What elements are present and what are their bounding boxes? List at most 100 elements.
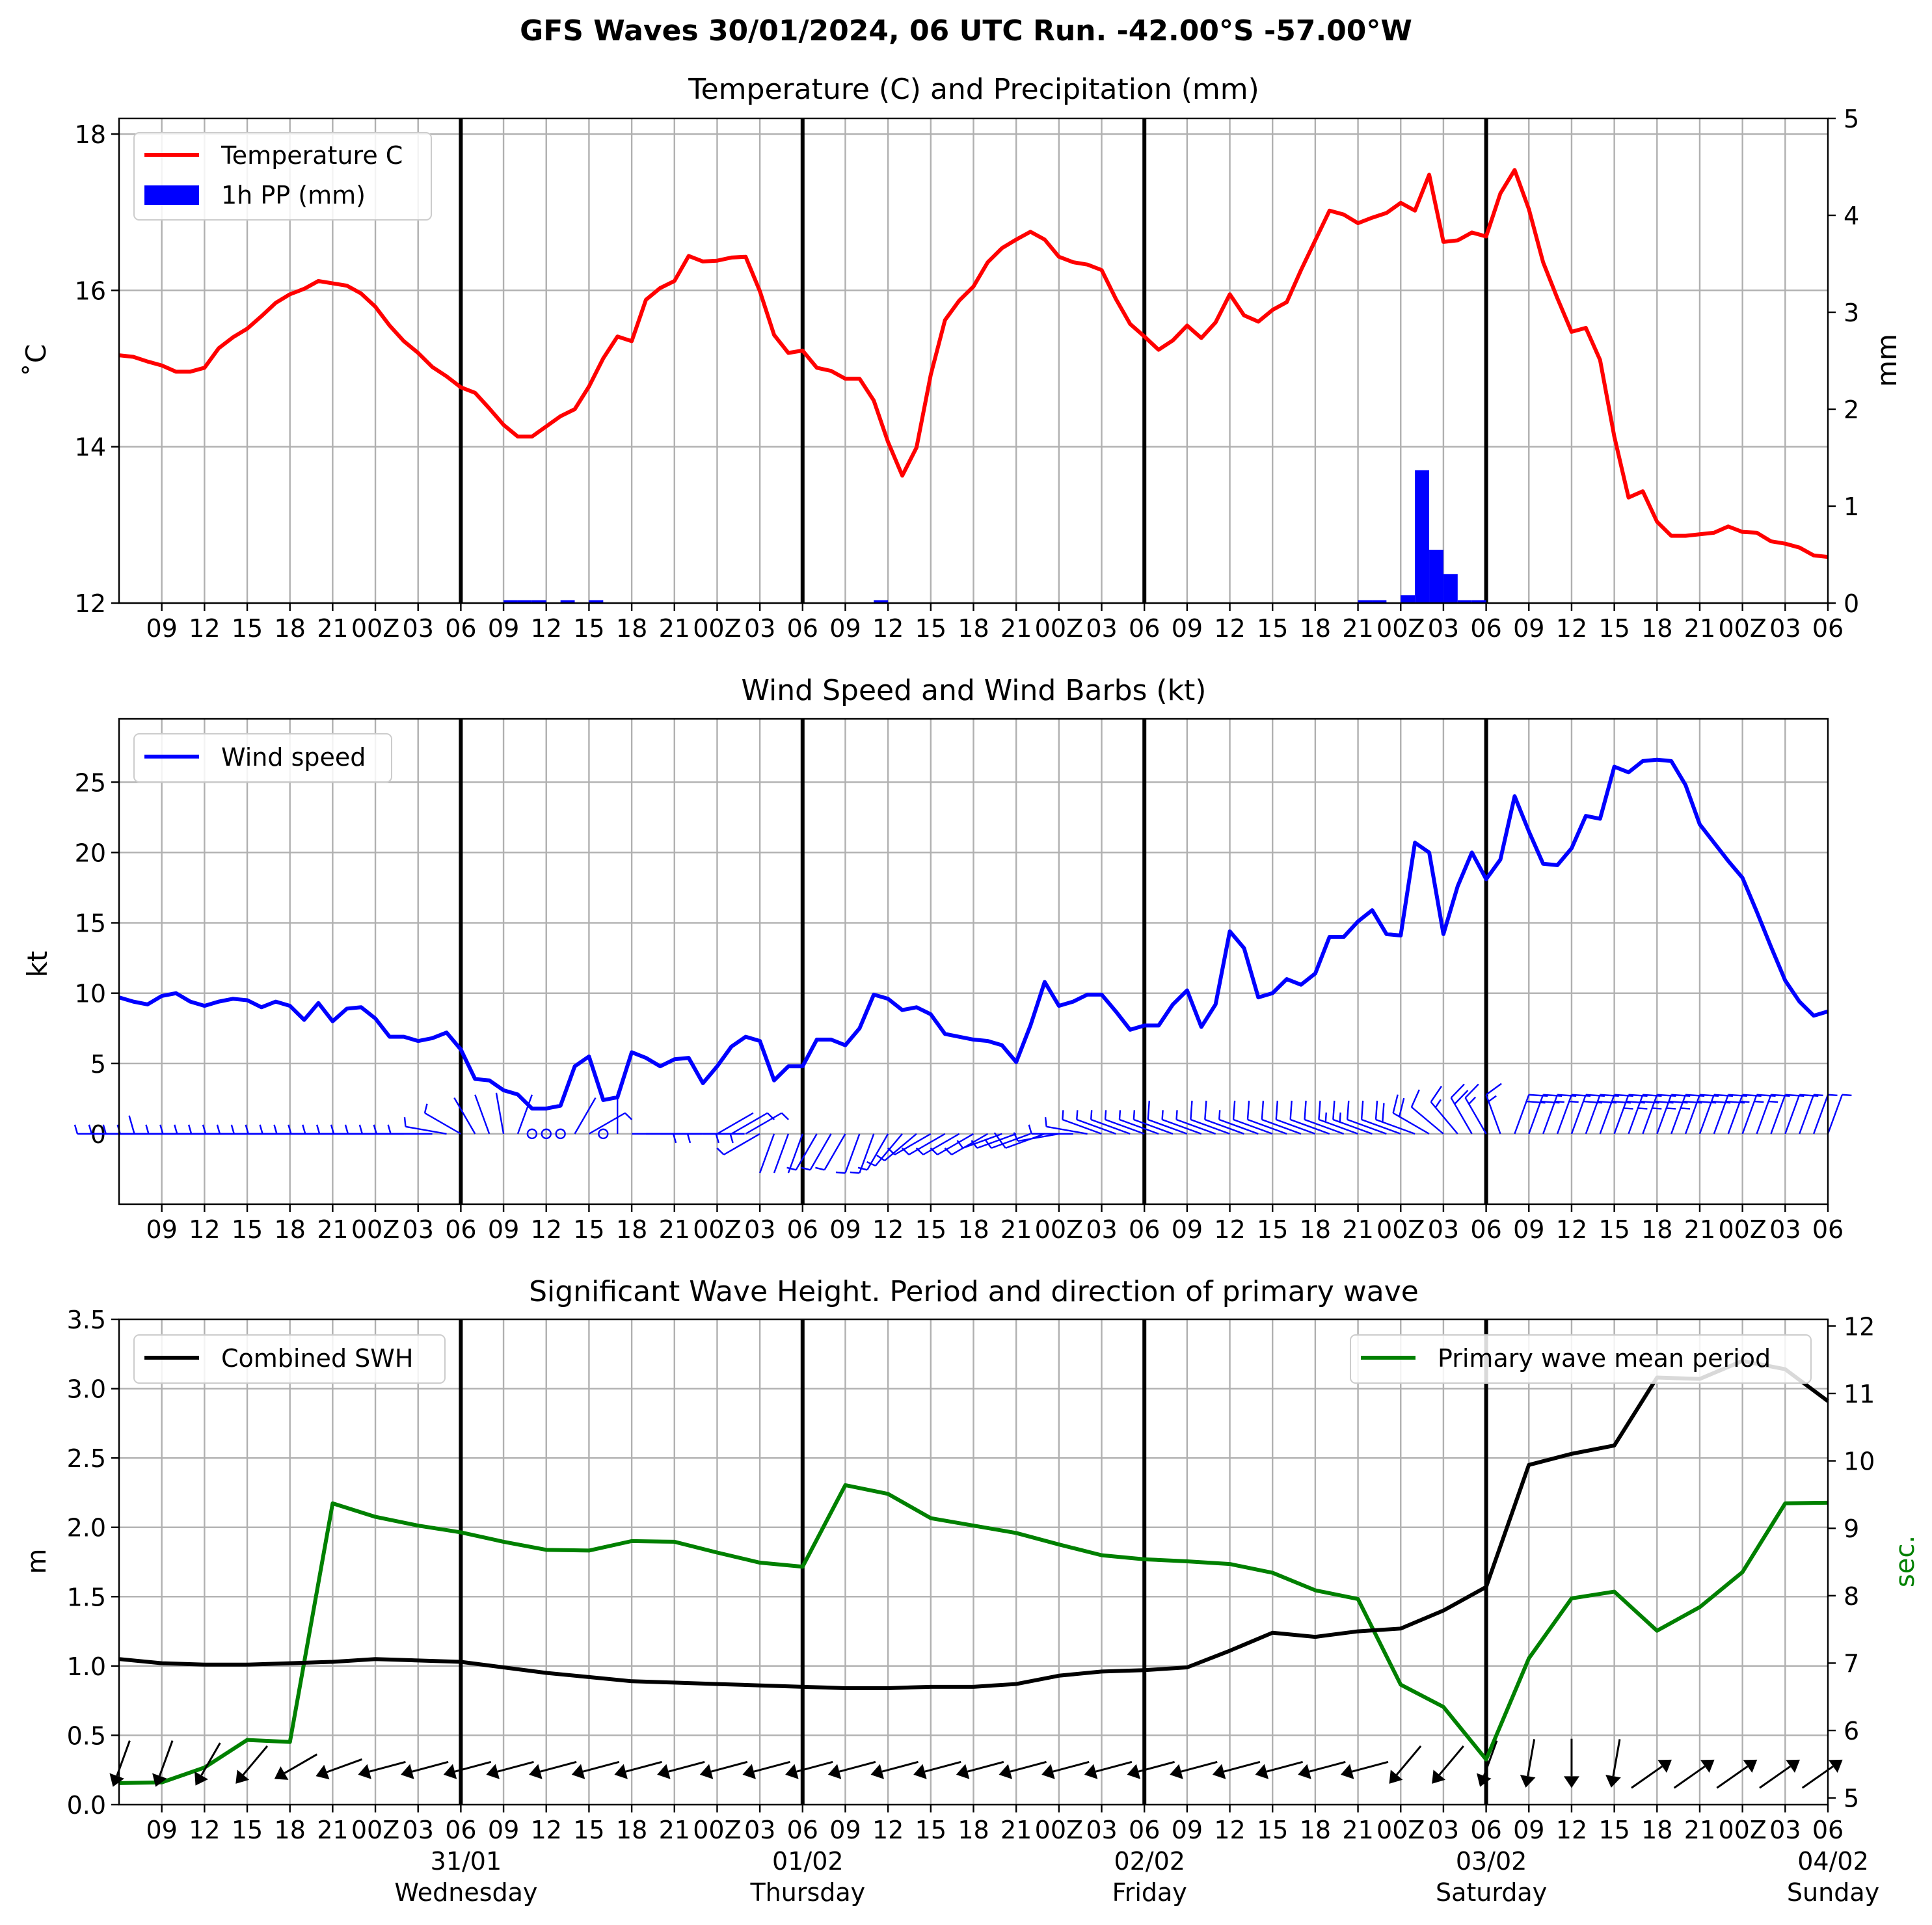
precip-bar <box>1358 600 1373 603</box>
y2-tick-label: 11 <box>1844 1380 1875 1408</box>
y-tick-label: 25 <box>75 768 106 797</box>
y2-tick-label: 1 <box>1844 492 1859 521</box>
wind-barb <box>1276 1118 1316 1135</box>
wind-barb-flag <box>1540 1100 1560 1104</box>
x-tick-label: 21 <box>317 614 348 643</box>
wind-barb-flag <box>128 1115 135 1135</box>
wind-barb-half-flag <box>1814 1094 1823 1096</box>
x-tick-label: 06 <box>1129 1816 1160 1844</box>
precip-bar <box>1471 600 1486 603</box>
wave-direction-arrow <box>1438 1745 1464 1776</box>
wave-panel-title: Significant Wave Height. Period and dire… <box>529 1275 1419 1308</box>
wind-barb-half-flag <box>1569 1100 1579 1103</box>
wave-direction-arrow <box>242 1745 269 1776</box>
wave-direction-arrowhead <box>1127 1764 1141 1779</box>
wave-direction-arrowhead <box>1743 1759 1758 1773</box>
x-tick-label: 03 <box>403 1816 434 1844</box>
wind-barb-flag <box>1557 1094 1577 1097</box>
x-tick-label: 00Z <box>693 1816 741 1844</box>
wind-barb-flag <box>1450 1083 1465 1099</box>
wave-direction-arrow <box>796 1760 833 1773</box>
temp-frame <box>118 117 1829 604</box>
period-ylabel: sec. <box>1890 1535 1920 1587</box>
wind-barb <box>1046 1125 1088 1135</box>
x-tick-label: 21 <box>1000 1816 1032 1844</box>
wind-barb <box>1812 1094 1829 1135</box>
wave-frame <box>118 1318 1829 1806</box>
x-tick-label: 06 <box>787 1816 818 1844</box>
wind-barb-half-flag <box>815 1166 825 1171</box>
wind-barb-flag <box>1671 1094 1691 1097</box>
wave-direction-arrowhead <box>1255 1764 1269 1779</box>
legend-label-temperature: Temperature C <box>221 141 403 170</box>
y-tick-label: 1.5 <box>67 1583 106 1611</box>
wind-barb-flag <box>1190 1100 1193 1120</box>
x-tick-label: 00Z <box>1718 1816 1766 1844</box>
x-tick-label: 03 <box>403 1215 434 1244</box>
wave-direction-arrow <box>497 1760 534 1773</box>
wind-barb-flag <box>1289 1100 1293 1120</box>
wind-barb-half-flag <box>1680 1107 1691 1110</box>
temp-ylabel: ˚C <box>20 344 52 377</box>
wind-barb-half-flag <box>729 1133 734 1144</box>
wind-barb-flag <box>1583 1100 1603 1104</box>
precip-bar <box>560 600 575 603</box>
x-tick-label: 21 <box>1684 1215 1715 1244</box>
wind-barb-half-flag <box>866 1161 876 1167</box>
wind-barb <box>1290 1118 1330 1135</box>
wave-direction-arrowhead <box>1563 1776 1579 1788</box>
wind-barb-half-flag <box>1339 1112 1341 1122</box>
x-tick-label: 18 <box>958 1816 989 1844</box>
wind-barb <box>1017 1133 1060 1142</box>
wind-barb-flag <box>1756 1094 1776 1097</box>
wind-barb-calm <box>598 1128 609 1140</box>
x-tick-label: 18 <box>1641 1215 1672 1244</box>
wind-barb-flag <box>1585 1094 1605 1097</box>
legend-label-swh: Combined SWH <box>221 1344 413 1373</box>
wave-direction-arrow <box>412 1760 449 1773</box>
x-tick-label: 15 <box>573 614 604 643</box>
x-tick-label: 06 <box>445 614 476 643</box>
wave-direction-arrow <box>1181 1760 1218 1773</box>
wind-barb-half-flag <box>971 1140 978 1149</box>
weekday-label: Wednesday <box>394 1878 537 1907</box>
weekday-label: Sunday <box>1787 1878 1879 1907</box>
wave-direction-arrow <box>668 1760 705 1773</box>
x-tick-label: 09 <box>1513 1215 1544 1244</box>
x-tick-label: 09 <box>488 1215 519 1244</box>
wind-barb-half-flag <box>316 1124 321 1135</box>
date-label: 01/02 <box>772 1847 844 1876</box>
x-tick-label: 15 <box>232 1215 263 1244</box>
x-tick-label: 15 <box>915 1215 946 1244</box>
legend-label-period: Primary wave mean period <box>1438 1344 1771 1373</box>
legend-frame-swh <box>133 1334 446 1384</box>
y-tick-label: 3.0 <box>67 1375 106 1404</box>
wind-barb <box>1076 1118 1116 1135</box>
wind-barb <box>809 1133 832 1170</box>
wind-barb <box>588 1112 626 1135</box>
x-tick-label: 21 <box>1684 1816 1715 1844</box>
wind-barb <box>937 1133 974 1155</box>
x-tick-label: 03 <box>1769 614 1801 643</box>
y-tick-label: 1.0 <box>67 1652 106 1681</box>
wind-barb-flag <box>1771 1094 1790 1097</box>
wind-barb-half-flag <box>344 1124 349 1135</box>
wind-barb-half-flag <box>245 1124 249 1135</box>
y2-tick-label: 6 <box>1844 1717 1859 1745</box>
x-tick-label: 09 <box>1513 614 1544 643</box>
date-label: 31/01 <box>431 1847 502 1876</box>
wind-barb-half-flag <box>850 1171 860 1174</box>
wave-direction-arrow <box>753 1760 790 1773</box>
wind-panel-title: Wind Speed and Wind Barbs (kt) <box>742 674 1207 707</box>
x-tick-label: 06 <box>1812 614 1844 643</box>
x-tick-label: 00Z <box>1035 614 1083 643</box>
wind-barb-half-flag <box>145 1124 150 1135</box>
wave-direction-arrow <box>454 1760 492 1773</box>
x-tick-label: 21 <box>1342 1816 1373 1844</box>
wind-barb-half-flag <box>915 1147 924 1155</box>
wave-direction-arrow <box>1351 1760 1389 1773</box>
wind-barb <box>795 1133 818 1170</box>
legend-frame <box>133 733 392 783</box>
x-tick-label: 21 <box>1000 1215 1032 1244</box>
wind-barb-half-flag <box>781 1112 789 1120</box>
